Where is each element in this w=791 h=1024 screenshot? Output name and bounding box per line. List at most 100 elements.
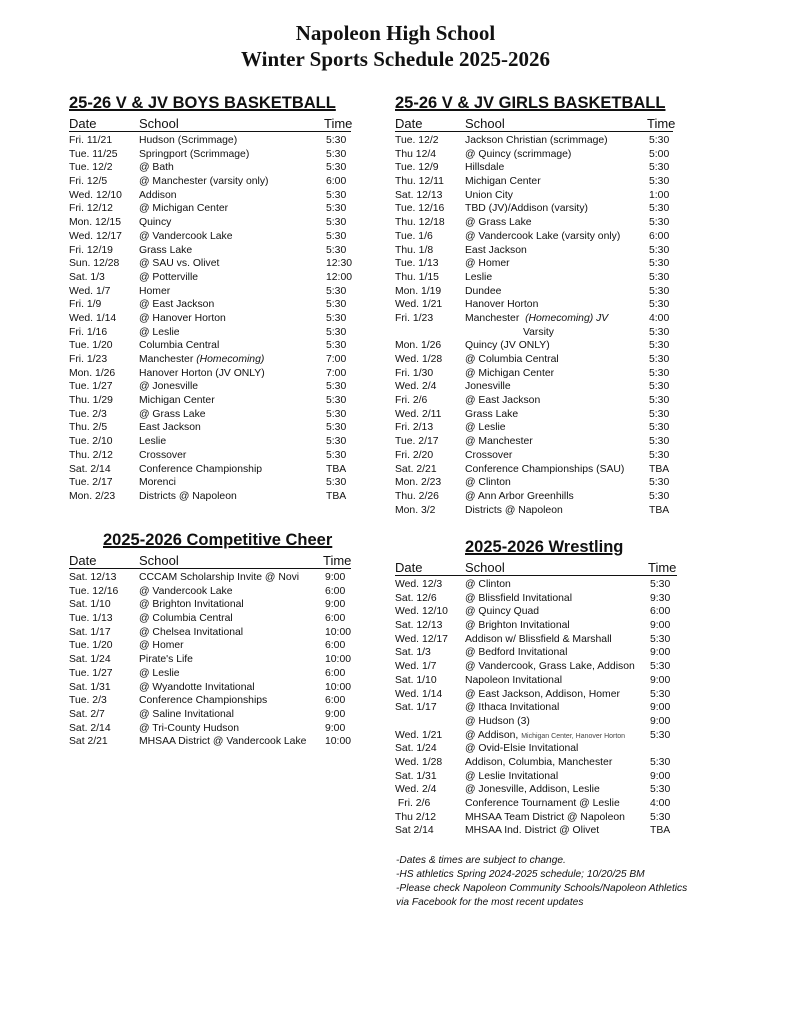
school-name: @ Tri-County Hudson [139,722,240,734]
table-row: Mon. 2/23 Districts @ Napoleon TBA [69,490,351,504]
school-cell: CCCAM Scholarship Invite @ Novi [139,571,299,585]
time-cell: 10:00 [325,626,352,638]
school-name: Dundee [465,285,502,297]
school-cell: Quincy (JV ONLY) [465,339,550,353]
date-cell: Fri. 11/21 [69,135,113,146]
table-row: Wed. 1/14 @ East Jackson, Addison, Homer 5… [395,688,677,702]
school-name: Homer [139,285,171,297]
time-cell: 5:30 [649,285,670,297]
school-name: @ Brighton Invitational [465,620,570,632]
table-row: Wed. 1/7 Homer 5:30 [69,285,351,299]
school-cell: @ Leslie [465,421,506,435]
time-header: Time [324,116,353,131]
schedule-rows: Tue. 12/2 Jackson Christian (scrimmage) 5:… [395,132,673,517]
date-cell: Sat 2/14 [395,825,434,837]
school-name: Jonesville [465,381,511,393]
school-cell: @ Michigan Center [139,202,228,216]
date-cell: Thu. 2/26 [395,490,439,502]
time-cell: 5:30 [649,299,670,311]
table-row: Tue. 1/6 @ Vandercook Lake (varsity only)… [395,230,673,244]
time-cell: 5:30 [326,135,347,146]
school-cell: Springport (Scrimmage) [139,148,249,162]
school-cell: @ Manchester (varsity only) [139,175,269,189]
time-cell: 5:00 [649,148,670,160]
time-cell: 6:00 [649,230,670,242]
date-cell: Sat. 1/10 [69,599,111,611]
school-cell: Hanover Horton (JV ONLY) [139,367,265,381]
date-cell: Tue. 11/25 [69,148,118,160]
table-row: Sat. 12/13 CCCAM Scholarship Invite @ Nov… [69,571,351,585]
time-cell: 5:30 [649,422,670,434]
table-row: Tue. 1/13 @ Homer 5:30 [395,257,673,271]
school-cell: Grass Lake [139,244,192,258]
time-cell: 9:00 [650,702,671,714]
date-cell: Wed. 1/28 [395,354,443,365]
time-cell: 5:30 [650,811,671,823]
table-row: Thu 2/12 MHSAA Team District @ Napoleon 5:… [395,811,677,825]
school-name: Napoleon Invitational [465,674,563,686]
school-name: @ Potterville [139,271,199,283]
school-cell: Addison, Columbia, Manchester [465,756,612,770]
school-name: Addison w/ Blissfield & Marshall [465,633,612,645]
time-cell: 9:00 [325,708,346,720]
schedule-notes: -Dates & times are subject to change. -H… [396,854,687,910]
table-row: Sat. 12/13 @ Brighton Invitational 9:00 [395,619,677,633]
school-name: @ Brighton Invitational [139,599,244,611]
date-cell: Wed. 1/21 [395,299,443,311]
school-continuation: Varsity [523,326,554,338]
school-cell: @ Bedford Invitational [465,646,567,660]
date-cell: Wed. 12/10 [69,189,122,201]
date-cell: Tue. 12/16 [69,585,119,597]
school-cell: @ Addison, Michigan Center, Hanover Hort… [465,729,625,744]
date-cell: Tue. 12/2 [69,162,113,174]
school-cell: @ Quincy (scrimmage) [465,148,571,162]
time-header: Time [323,553,352,568]
schedule-title: Winter Sports Schedule 2025-2026 [241,47,550,71]
school-cell: @ Wyandotte Invitational [139,681,255,695]
school-name: @ Leslie [139,326,180,338]
time-cell: 5:30 [326,203,347,215]
date-cell: Fri. 1/30 [395,367,434,379]
school-cell: @ Leslie [139,326,180,340]
school-name: @ SAU vs. Olivet [139,258,220,270]
date-cell: Sat. 1/3 [69,271,105,283]
school-name: Hanover Horton (JV ONLY) [139,367,265,379]
school-name: @ Ithaca Invitational [465,702,560,714]
school-cell: TBD (JV)/Addison (varsity) [465,202,588,216]
school-cell: Conference Championships [139,694,267,708]
date-cell: Mon. 2/23 [69,490,116,502]
date-cell: Tue. 12/16 [395,203,445,215]
school-cell: Jackson Christian (scrimmage) [465,134,608,148]
date-cell: Sun. 12/28 [69,258,120,270]
date-cell: Sat. 1/31 [69,681,111,693]
table-row: Sat. 1/24 Pirate's Life 10:00 [69,653,351,667]
table-row: Wed. 12/10 Addison 5:30 [69,189,351,203]
table-row: Thu. 12/18 @ Grass Lake 5:30 [395,216,673,230]
table-row: Tue. 1/27 @ Leslie 6:00 [69,667,351,681]
school-name: @ Columbia Central [139,613,233,625]
date-cell: Mon. 3/2 [395,504,436,516]
school-cell: @ Michigan Center [465,367,554,381]
school-cell: Quincy [139,216,171,230]
school-cell: @ Jonesville [139,380,198,394]
date-cell: Sat. 1/31 [395,770,437,782]
school-header: School [465,560,505,575]
table-row: Fri. 2/6 Conference Tournament @ Leslie 4:… [395,797,677,811]
school-cell: @ Bath [139,161,174,175]
school-cell: @ Saline Invitational [139,708,234,722]
time-cell: 12:30 [326,258,353,270]
school-cell: @ Homer [139,639,184,653]
time-cell: 9:00 [650,770,671,782]
time-cell: 5:30 [649,477,670,489]
school-cell: @ Leslie [139,667,180,681]
date-cell: Tue. 1/13 [69,613,113,625]
column-headers: Date School Time [69,115,353,132]
time-cell: 9:00 [650,674,671,686]
date-header: Date [69,553,97,568]
table-row: Tue. 11/25 Springport (Scrimmage) 5:30 [69,148,351,162]
date-cell: Mon. 1/26 [395,340,442,352]
time-cell: 5:30 [649,436,670,448]
table-row: Sat. 1/31 @ Leslie Invitational 9:00 [395,770,677,784]
school-cell: MHSAA Team District @ Napoleon [465,811,625,825]
